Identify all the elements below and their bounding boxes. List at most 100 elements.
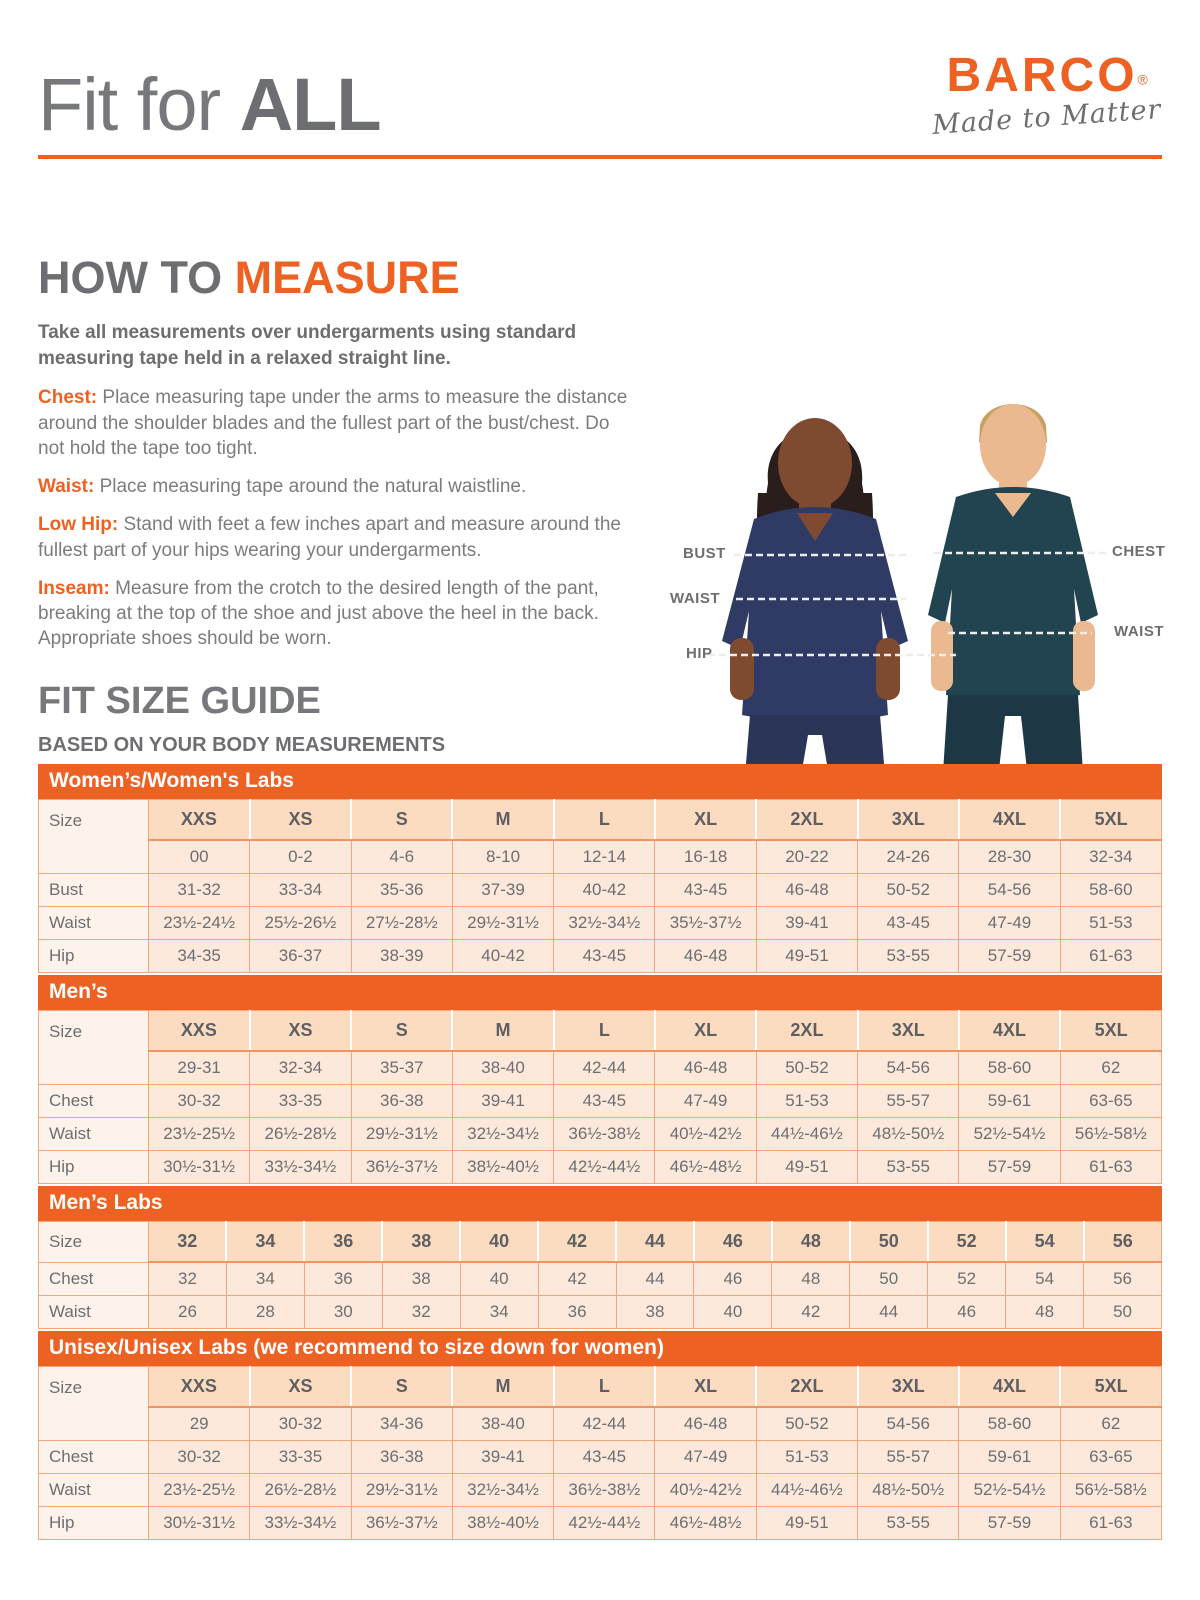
size-header-cell: 48 — [770, 1221, 851, 1263]
barco-logo: BARCO® Made to Matter — [932, 52, 1163, 141]
table-cell: 26 — [148, 1295, 227, 1329]
size-header-cell: XL — [653, 1366, 757, 1408]
table-cell: 46 — [693, 1261, 773, 1296]
table-cell: 43-45 — [857, 906, 960, 940]
table-cell: 29-31 — [147, 1050, 251, 1085]
table-cell: 44 — [849, 1295, 929, 1329]
size-header-cell: S — [350, 1366, 453, 1408]
table-cell: 26½-28½ — [249, 1473, 352, 1507]
row-label-cell: Waist — [38, 1473, 149, 1507]
mens-labs-size-table: Size 32 34 36 38 40 42 44 46 48 50 52 54 56 Chest 32 34 3… — [38, 1221, 1162, 1329]
table-cell: 36-37 — [249, 939, 352, 973]
table-cell: 43-45 — [553, 1440, 656, 1474]
table-cell: 61-63 — [1059, 939, 1163, 973]
table-cell: 29 — [147, 1406, 251, 1441]
measure-item-inseam-label: Inseam: — [38, 577, 110, 599]
table-cell: 30½-31½ — [147, 1506, 251, 1540]
size-header-cell: 2XL — [755, 1010, 859, 1052]
table-cell: 48½-50½ — [857, 1473, 960, 1507]
table-cell: 29½-31½ — [350, 1473, 453, 1507]
table-cell: 31-32 — [147, 873, 251, 907]
table-cell: 32½-34½ — [451, 1117, 555, 1151]
size-header-cell: 42 — [537, 1221, 617, 1263]
table-cell: 30½-31½ — [147, 1150, 251, 1184]
table-cell: 50 — [1083, 1295, 1162, 1329]
table-cell: 20-22 — [755, 839, 859, 874]
size-header-cell: XL — [653, 799, 757, 841]
table-cell: 49-51 — [755, 1506, 859, 1540]
measure-item-inseam: Inseam: Measure from the crotch to the d… — [38, 576, 638, 652]
man-figure — [928, 404, 1098, 788]
table-cell: 51-53 — [755, 1084, 859, 1118]
table-cell: 33-34 — [249, 873, 352, 907]
table-cell: 46-48 — [654, 939, 757, 973]
table-cell: 27½-28½ — [350, 906, 453, 940]
table-cell: 29½-31½ — [350, 1117, 453, 1151]
table-cell: 46½-48½ — [654, 1150, 757, 1184]
table-cell: 24-26 — [857, 839, 960, 874]
table-cell: 36½-37½ — [350, 1506, 453, 1540]
table-cell: 47-49 — [654, 1440, 757, 1474]
table-cell: 48 — [771, 1261, 851, 1296]
table-cell: 37-39 — [451, 873, 555, 907]
registered-mark: ® — [1137, 71, 1148, 88]
size-header-cell: 54 — [1004, 1221, 1085, 1263]
size-header-cell: 5XL — [1059, 1010, 1163, 1052]
header-divider — [38, 155, 1162, 159]
table-cell: 38-40 — [451, 1050, 555, 1085]
table-cell: 39-41 — [451, 1440, 555, 1474]
size-header-cell: L — [552, 1366, 656, 1408]
size-header-cell: 4XL — [957, 1010, 1061, 1052]
table-cell: 00 — [147, 839, 251, 874]
table-cell: 61-63 — [1059, 1150, 1163, 1184]
size-header-cell: 44 — [615, 1221, 695, 1263]
table-cell: 59-61 — [958, 1440, 1061, 1474]
table-cell: 4-6 — [350, 839, 453, 874]
size-header-cell: XXS — [147, 1366, 251, 1408]
table-cell: 44½-46½ — [755, 1117, 859, 1151]
table-cell: 36½-37½ — [350, 1150, 453, 1184]
table-cell: 32 — [381, 1295, 461, 1329]
table-row: Waist 23½-25½ 26½-28½ 29½-31½ 32½-34½ 36½-38½… — [38, 1117, 1163, 1151]
table-cell: 40-42 — [451, 939, 555, 973]
table-cell: 61-63 — [1059, 1506, 1163, 1540]
table-cell: 40 — [459, 1261, 539, 1296]
table-cell: 38½-40½ — [451, 1506, 555, 1540]
row-label-cell: Chest — [38, 1261, 149, 1296]
table-cell: 49-51 — [755, 1150, 859, 1184]
table-cell: 51-53 — [1059, 906, 1163, 940]
table-cell: 43-45 — [553, 939, 656, 973]
table-cell: 50-52 — [755, 1050, 859, 1085]
table-cell: 16-18 — [654, 839, 757, 874]
row-label-cell: Chest — [38, 1440, 149, 1474]
measure-item-waist-label: Waist: — [38, 476, 95, 498]
table-cell: 38½-40½ — [451, 1150, 555, 1184]
table-cell: 0-2 — [249, 839, 352, 874]
table-cell: 25½-26½ — [249, 906, 352, 940]
table-cell: 58-60 — [958, 1406, 1061, 1441]
measure-item-chest-label: Chest: — [38, 387, 98, 409]
table-cell: 38 — [381, 1261, 461, 1296]
table-cell: 57-59 — [958, 1150, 1061, 1184]
table-row: Size XXS XS S M L XL 2XL 3XL 4XL 5XL — [38, 1010, 1163, 1085]
table-cell: 42½-44½ — [553, 1506, 656, 1540]
table-cell: 36 — [537, 1295, 617, 1329]
table-row: Waist 26 28 30 32 34 36 38 40 42 44 46 48 50 — [38, 1295, 1162, 1329]
table-cell: 38-39 — [350, 939, 453, 973]
table-cell: 28 — [225, 1295, 305, 1329]
table-cell: 36 — [303, 1261, 383, 1296]
table-cell: 46 — [927, 1295, 1007, 1329]
table-row: Hip 30½-31½ 33½-34½ 36½-37½ 38½-40½ 42½-44½ 46… — [38, 1506, 1163, 1540]
size-header-cell: XS — [248, 1010, 352, 1052]
table-cell: 47-49 — [958, 906, 1061, 940]
measure-item-chest-text: Place measuring tape under the arms to m… — [38, 387, 628, 459]
table-cell: 42½-44½ — [553, 1150, 656, 1184]
table-cell: 8-10 — [451, 839, 555, 874]
row-label-cell: Hip — [38, 1150, 149, 1184]
table-cell: 46-48 — [755, 873, 859, 907]
size-header-cell: 46 — [692, 1221, 773, 1263]
table-cell: 62 — [1059, 1050, 1163, 1085]
row-label-cell: Size — [38, 1221, 149, 1263]
table-cell: 55-57 — [857, 1440, 960, 1474]
size-header-cell: 4XL — [957, 1366, 1061, 1408]
